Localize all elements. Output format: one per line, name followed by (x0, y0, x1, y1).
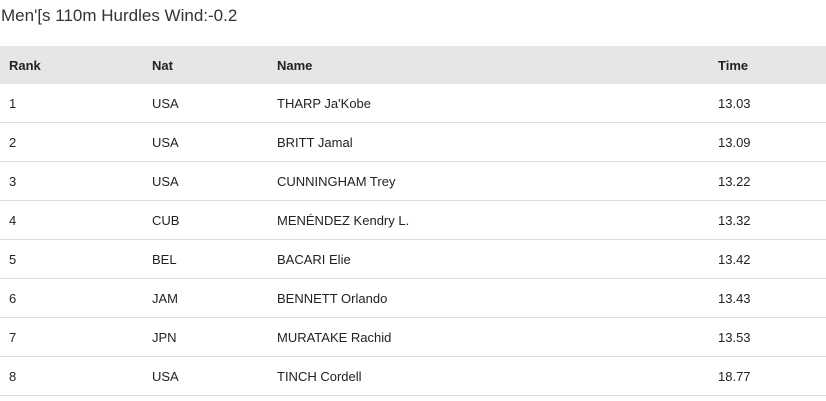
table-cell: 4 (0, 200, 143, 240)
table-cell: BACARI Elie (268, 239, 709, 279)
table-body: 1 USA THARP Ja'Kobe 13.03 2 USA BRITT Jamal 13.… (0, 84, 826, 396)
table-cell: 7 (0, 317, 143, 357)
table-cell: 13.32 (709, 200, 826, 240)
table-cell: 13.43 (709, 278, 826, 318)
table-row: 5 BEL BACARI Elie 13.42 (0, 239, 826, 279)
results-table: Rank Nat Name Time 1 USA THARP Ja'Kobe 13.03 2 U… (0, 46, 826, 396)
table-cell: 5 (0, 239, 143, 279)
table-row: 8 USA TINCH Cordell 18.77 (0, 356, 826, 396)
table-cell: USA (143, 84, 268, 123)
table-cell: MURATAKE Rachid (268, 317, 709, 357)
page-title: Men'[s 110m Hurdles Wind:-0.2 (1, 6, 238, 25)
column-header: Rank (9, 57, 41, 73)
table-row: 1 USA THARP Ja'Kobe 13.03 (0, 84, 826, 123)
table-row: 7 JPN MURATAKE Rachid 13.53 (0, 317, 826, 357)
header-row: Rank Nat Name Time (0, 46, 826, 84)
table-cell: 3 (0, 161, 143, 201)
table-cell: TINCH Cordell (268, 356, 709, 396)
table-cell: JPN (143, 317, 268, 357)
table-cell: 13.22 (709, 161, 826, 201)
column-header: Time (718, 57, 749, 73)
table-cell: CUB (143, 200, 268, 240)
table-cell: THARP Ja'Kobe (268, 84, 709, 123)
table-cell: BEL (143, 239, 268, 279)
table-cell: 8 (0, 356, 143, 396)
table-row: 3 USA CUNNINGHAM Trey 13.22 (0, 161, 826, 201)
table-cell: CUNNINGHAM Trey (268, 161, 709, 201)
table-row: 4 CUB MENÉNDEZ Kendry L. 13.32 (0, 200, 826, 240)
table-cell: JAM (143, 278, 268, 318)
table-cell: USA (143, 356, 268, 396)
table-cell: 13.03 (709, 84, 826, 123)
table-header: Rank Nat Name Time (0, 46, 826, 84)
table-row: 2 USA BRITT Jamal 13.09 (0, 122, 826, 162)
column-header: Nat (152, 57, 173, 73)
table-row: 6 JAM BENNETT Orlando 13.43 (0, 278, 826, 318)
table-cell: MENÉNDEZ Kendry L. (268, 200, 709, 240)
table-cell: USA (143, 161, 268, 201)
table-cell: 13.53 (709, 317, 826, 357)
table-cell: 6 (0, 278, 143, 318)
table-cell: 13.42 (709, 239, 826, 279)
column-header: Name (277, 57, 313, 73)
table-cell: USA (143, 122, 268, 162)
table-cell: 2 (0, 122, 143, 162)
table-cell: 1 (0, 84, 143, 123)
table-cell: BENNETT Orlando (268, 278, 709, 318)
table-cell: 13.09 (709, 122, 826, 162)
table-cell: BRITT Jamal (268, 122, 709, 162)
table-cell: 18.77 (709, 356, 826, 396)
